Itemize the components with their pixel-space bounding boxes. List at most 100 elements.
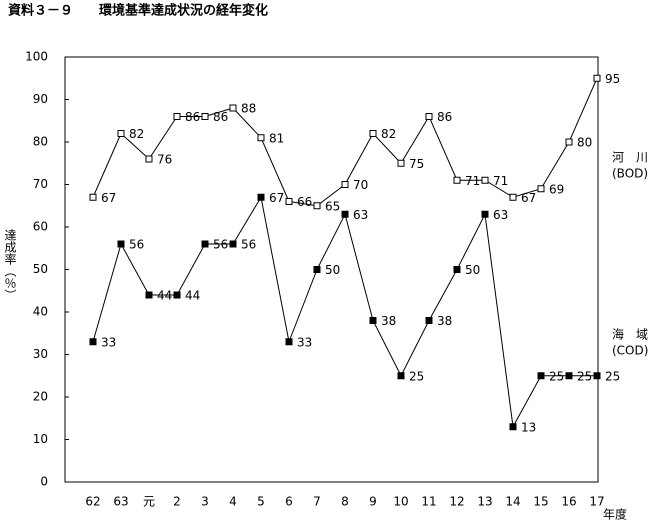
point-marker: [173, 113, 181, 120]
point-marker: [89, 193, 97, 201]
point-marker: [453, 176, 461, 184]
x-tick-label: 11: [421, 495, 436, 509]
point-marker: [229, 104, 237, 112]
x-tick-label: 元: [143, 495, 155, 509]
point-marker: [425, 317, 433, 324]
data-label: 71: [493, 174, 508, 188]
data-label: 44: [185, 289, 200, 303]
x-tick-label: 5: [257, 495, 265, 509]
data-label: 63: [353, 208, 368, 222]
y-tick-label: 20: [33, 390, 48, 404]
data-label: 50: [325, 263, 340, 277]
point-marker: [145, 291, 153, 299]
y-tick-label: 50: [33, 262, 48, 276]
point-marker: [481, 210, 489, 218]
point-marker: [565, 138, 573, 146]
point-marker: [313, 202, 321, 210]
data-label: 25: [605, 369, 620, 383]
x-tick-label: 2: [173, 495, 181, 509]
x-tick-label: 7: [313, 495, 321, 509]
y-tick-label: 100: [25, 50, 48, 64]
data-label: 56: [241, 238, 256, 252]
data-label: 86: [437, 110, 452, 124]
data-label: 25: [409, 369, 424, 383]
point-marker: [313, 266, 321, 273]
point-marker: [565, 372, 573, 380]
point-marker: [397, 159, 405, 167]
point-marker: [369, 317, 377, 324]
data-label: 95: [605, 72, 620, 86]
data-label: 80: [577, 136, 592, 150]
x-tick-label: 14: [505, 495, 520, 509]
data-label: 67: [521, 191, 536, 205]
data-label: 33: [297, 335, 312, 349]
y-tick-label: 70: [33, 177, 48, 191]
point-marker: [201, 113, 209, 120]
data-label: 44: [157, 289, 172, 303]
y-tick-label: 0: [40, 475, 48, 489]
point-marker: [453, 266, 461, 273]
data-label: 67: [269, 191, 284, 205]
x-tick-label: 17: [589, 495, 604, 509]
x-tick-label: 8: [341, 495, 349, 509]
x-tick-label: 4: [229, 495, 237, 509]
data-label: 38: [437, 314, 452, 328]
data-label: 50: [465, 263, 480, 277]
series-label: 河 川: [612, 151, 648, 165]
x-tick-label: 3: [201, 495, 209, 509]
data-label: 82: [129, 127, 144, 141]
point-marker: [593, 74, 601, 82]
data-label: 66: [297, 195, 312, 209]
point-marker: [481, 176, 489, 184]
point-marker: [257, 193, 265, 201]
point-marker: [397, 372, 405, 380]
series-label: 海 域: [612, 327, 648, 342]
data-label: 82: [381, 127, 396, 141]
y-tick-label: 40: [33, 305, 48, 319]
point-marker: [509, 423, 517, 431]
data-label: 69: [549, 182, 564, 196]
data-label: 75: [409, 157, 424, 171]
x-tick-label: 62: [85, 495, 100, 509]
data-label: 76: [157, 153, 172, 167]
x-tick-label: 15: [533, 495, 548, 509]
y-tick-label: 90: [33, 92, 48, 106]
point-marker: [285, 338, 293, 346]
data-label: 38: [381, 314, 396, 328]
x-axis-label: 年度: [603, 507, 627, 522]
point-marker: [89, 338, 97, 346]
chart-title: 資料３－９ 環境基準達成状況の経年変化: [8, 3, 268, 19]
point-marker: [117, 240, 125, 248]
data-label: 81: [269, 131, 284, 145]
x-tick-label: 9: [369, 495, 377, 509]
series-note: (BOD): [612, 167, 648, 181]
y-tick-label: 60: [33, 220, 48, 234]
point-marker: [173, 291, 181, 299]
y-tick-label: 10: [33, 432, 48, 446]
y-axis-label: 達成率（％）: [3, 229, 17, 301]
x-tick-label: 10: [393, 495, 408, 509]
point-marker: [509, 193, 517, 201]
series-note: (COD): [612, 344, 648, 358]
x-tick-label: 16: [561, 495, 576, 509]
point-marker: [285, 198, 293, 205]
point-marker: [369, 130, 377, 137]
point-marker: [257, 134, 265, 142]
y-tick-label: 80: [33, 135, 48, 149]
data-label: 88: [241, 102, 256, 116]
data-label: 67: [101, 191, 116, 205]
x-tick-label: 63: [113, 495, 128, 509]
data-label: 63: [493, 208, 508, 222]
point-marker: [425, 113, 433, 120]
point-marker: [117, 130, 125, 137]
point-marker: [145, 155, 153, 163]
point-marker: [537, 372, 545, 380]
point-marker: [201, 240, 209, 248]
data-label: 71: [465, 174, 480, 188]
data-label: 56: [129, 238, 144, 252]
data-label: 65: [325, 199, 340, 213]
data-label: 13: [521, 420, 536, 434]
x-tick-label: 12: [449, 495, 464, 509]
point-marker: [341, 210, 349, 218]
